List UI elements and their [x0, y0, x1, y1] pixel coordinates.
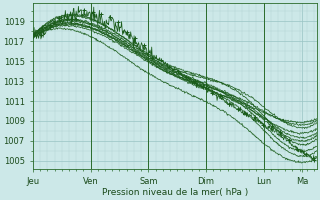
X-axis label: Pression niveau de la mer( hPa ): Pression niveau de la mer( hPa ) — [102, 188, 248, 197]
